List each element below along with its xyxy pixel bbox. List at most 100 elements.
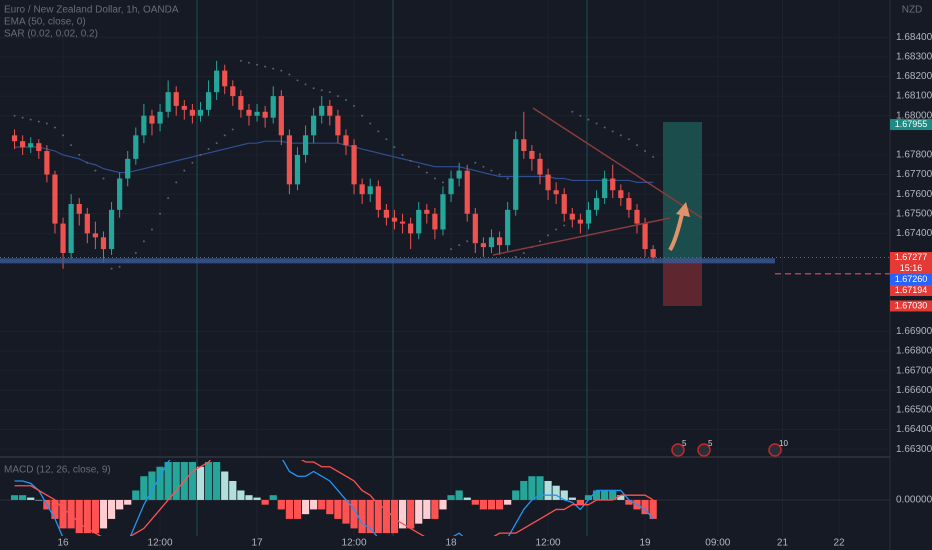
trendline[interactable] — [532, 107, 703, 219]
candle-body — [505, 209, 511, 246]
sar-dot — [231, 128, 234, 131]
macd-bar — [536, 476, 544, 500]
macd-bar — [261, 499, 269, 505]
candle-body — [569, 213, 575, 220]
candle-body — [60, 223, 66, 253]
y-tick-label: 1.66400 — [896, 424, 932, 435]
sar-dot — [635, 144, 638, 147]
candle-body — [456, 170, 462, 179]
sar-dot — [595, 122, 598, 125]
sar-dot — [223, 134, 226, 137]
macd-bar — [156, 466, 164, 500]
macd-bar — [99, 499, 108, 529]
sar-dot — [506, 177, 509, 180]
candle-body — [52, 174, 58, 224]
sar-dot — [183, 169, 186, 172]
macd-bar — [132, 490, 140, 500]
sar-dot — [256, 63, 259, 66]
event-icon[interactable] — [768, 443, 782, 457]
candle-body — [311, 115, 317, 136]
sar-dot — [86, 161, 89, 164]
y-tick-label: 1.68100 — [896, 91, 932, 102]
candle-body — [149, 115, 155, 124]
candle-body — [230, 86, 236, 97]
candle-body — [294, 154, 301, 185]
candle-body — [464, 170, 470, 214]
macd-bar — [326, 499, 334, 515]
macd-bar — [277, 499, 285, 510]
event-icon[interactable] — [671, 443, 685, 457]
candle-body — [165, 92, 171, 112]
candle-body — [108, 209, 115, 250]
sar-dot — [159, 212, 162, 215]
target-zone[interactable] — [663, 122, 702, 259]
event-icon[interactable] — [697, 443, 711, 457]
arrow[interactable] — [668, 213, 684, 252]
macd-bar — [601, 490, 609, 500]
sar-dot — [13, 114, 16, 117]
y-tick-label: 1.66600 — [896, 385, 932, 396]
macd-bar — [237, 490, 245, 500]
macd-pane — [10, 460, 657, 536]
candle-body — [117, 178, 123, 210]
candle-body — [383, 209, 389, 218]
macd-bar — [625, 499, 633, 505]
macd-bar — [229, 480, 237, 500]
macd-bar — [592, 490, 601, 500]
sar-dot — [336, 95, 339, 98]
candle-body — [28, 143, 34, 148]
macd-bar — [463, 497, 471, 500]
macd-bar — [51, 499, 59, 519]
sar-dot — [167, 197, 170, 200]
candle-body — [125, 158, 131, 179]
macd-bar — [455, 490, 463, 500]
sar-dot — [401, 153, 404, 156]
macd-bar — [334, 499, 342, 519]
y-tick-label: 1.68000 — [896, 110, 932, 121]
sar-dot — [78, 153, 81, 156]
macd-bar — [512, 490, 520, 500]
x-tick-label: 22 — [834, 538, 846, 549]
trendline[interactable] — [492, 217, 671, 256]
currency: NZD — [902, 5, 923, 16]
y-tick-label: 1.67600 — [896, 189, 932, 200]
macd-bar — [552, 485, 560, 500]
candle-body — [440, 194, 446, 230]
macd-bar — [423, 499, 431, 519]
sar-dot — [110, 267, 113, 270]
macd-bar — [641, 499, 649, 515]
stop-zone[interactable] — [663, 259, 702, 306]
macd-bar — [617, 495, 625, 500]
price-label: 1.67277 — [895, 252, 928, 262]
macd-bar — [520, 480, 528, 500]
y-tick-label: 1.67700 — [896, 169, 932, 180]
sar-dot — [288, 73, 291, 76]
macd-bar — [310, 499, 318, 510]
sar-dot — [62, 134, 65, 137]
sar-dot — [304, 83, 307, 86]
sar-dot — [53, 126, 56, 129]
macd-bar — [285, 499, 293, 519]
price-label-box — [890, 252, 932, 264]
macd-bar — [407, 499, 415, 529]
macd-bar — [59, 499, 67, 529]
candle-body — [577, 219, 583, 224]
macd-bar — [431, 499, 439, 519]
price-label: 1.67030 — [895, 300, 928, 310]
arrow-head[interactable] — [676, 202, 690, 217]
event-count: 10 — [779, 439, 788, 448]
macd-bar — [293, 499, 302, 519]
sar-dot — [377, 130, 380, 133]
macd-bar — [124, 499, 132, 505]
sar-dot — [142, 240, 145, 243]
sar-dot — [215, 142, 218, 145]
x-tick-label: 19 — [640, 538, 652, 549]
sar-dot — [239, 59, 242, 62]
y-tick-label: 1.66300 — [896, 444, 932, 455]
candle-body — [262, 111, 268, 118]
candle-body — [593, 198, 600, 210]
y-tick-label: 1.67500 — [896, 208, 932, 219]
x-tick-label: 18 — [446, 538, 458, 549]
